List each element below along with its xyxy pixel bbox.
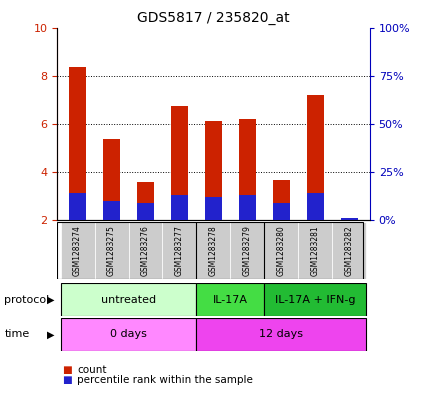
Text: untreated: untreated — [101, 295, 156, 305]
Bar — [307, 193, 324, 220]
Bar — [231, 222, 264, 279]
Bar — [61, 222, 95, 279]
Bar — [137, 203, 154, 220]
Bar — [196, 222, 231, 279]
Bar — [61, 318, 196, 351]
Text: ■: ■ — [62, 365, 71, 375]
Bar — [298, 222, 332, 279]
Text: ■: ■ — [62, 375, 71, 386]
Bar — [273, 180, 290, 220]
Bar — [332, 222, 366, 279]
Bar — [103, 201, 120, 220]
Text: 12 days: 12 days — [259, 329, 303, 339]
Bar — [239, 119, 256, 220]
Text: GSM1283281: GSM1283281 — [311, 225, 320, 276]
Text: count: count — [77, 365, 106, 375]
Bar — [128, 222, 162, 279]
Text: GSM1283274: GSM1283274 — [73, 225, 82, 276]
Bar — [264, 222, 298, 279]
Bar — [264, 283, 366, 316]
Text: GSM1283275: GSM1283275 — [107, 225, 116, 276]
Text: protocol: protocol — [4, 295, 50, 305]
Text: GSM1283278: GSM1283278 — [209, 225, 218, 276]
Text: GSM1283282: GSM1283282 — [345, 225, 354, 276]
Bar — [69, 193, 86, 220]
Text: 0 days: 0 days — [110, 329, 147, 339]
Title: GDS5817 / 235820_at: GDS5817 / 235820_at — [137, 11, 290, 25]
Bar — [341, 219, 358, 220]
Bar — [273, 203, 290, 220]
Bar — [137, 182, 154, 220]
Bar — [196, 318, 366, 351]
Text: GSM1283277: GSM1283277 — [175, 225, 184, 276]
Bar — [95, 222, 128, 279]
Text: IL-17A: IL-17A — [213, 295, 248, 305]
Bar — [69, 67, 86, 220]
Bar — [239, 195, 256, 220]
Text: ▶: ▶ — [47, 295, 55, 305]
Text: GSM1283279: GSM1283279 — [243, 225, 252, 276]
Text: time: time — [4, 329, 29, 340]
Bar — [341, 218, 358, 220]
Bar — [196, 283, 264, 316]
Text: ▶: ▶ — [47, 329, 55, 340]
Bar — [205, 121, 222, 220]
Bar — [205, 197, 222, 220]
Bar — [171, 106, 188, 220]
Text: percentile rank within the sample: percentile rank within the sample — [77, 375, 253, 386]
Text: GSM1283276: GSM1283276 — [141, 225, 150, 276]
Bar — [61, 283, 196, 316]
Bar — [307, 95, 324, 220]
Text: GSM1283280: GSM1283280 — [277, 225, 286, 276]
Text: IL-17A + IFN-g: IL-17A + IFN-g — [275, 295, 356, 305]
Bar — [162, 222, 196, 279]
Bar — [103, 140, 120, 220]
Bar — [171, 195, 188, 220]
